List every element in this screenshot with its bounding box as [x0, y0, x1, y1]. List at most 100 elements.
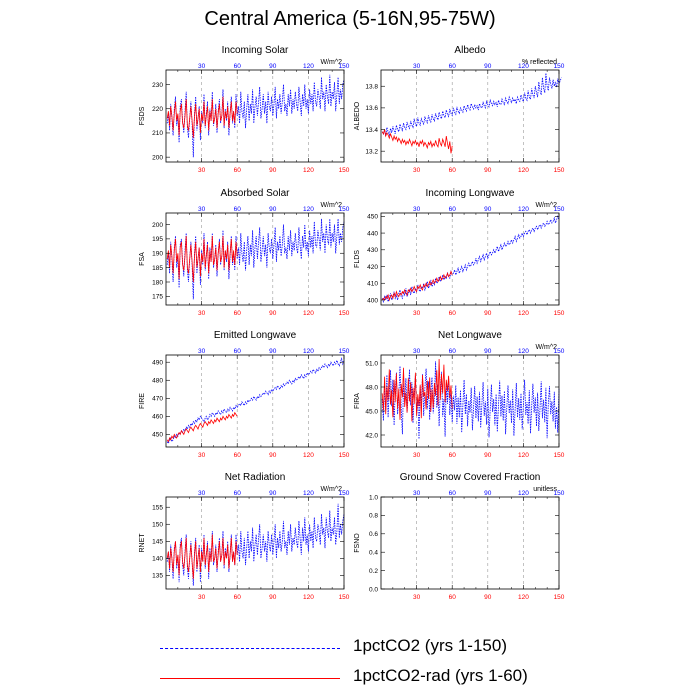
y-tick-label: 450: [152, 432, 163, 439]
x-tick-label-bottom: 90: [484, 310, 492, 317]
x-tick-label-top: 90: [269, 63, 277, 70]
x-tick-label-bottom: 120: [303, 452, 314, 459]
panel-units: W/m^2: [320, 59, 342, 66]
series-line-1pctCO2: [381, 361, 560, 440]
panel-units: W/m^2: [535, 202, 557, 209]
panel-7: Net Radiation W/m^2 30 30 60 60 90 90 120 120 150 1…: [139, 472, 350, 601]
x-tick-label-bottom: 90: [484, 167, 492, 174]
legend-label-1: 1pctCO2 (yrs 1-150): [353, 636, 507, 655]
x-tick-label-top: 90: [484, 348, 492, 355]
y-tick-label: 155: [152, 505, 163, 512]
y-tick-label: 470: [152, 396, 163, 403]
y-tick-label: 145: [152, 539, 163, 546]
y-axis-label: FIRA: [354, 393, 361, 409]
x-tick-label-top: 150: [554, 348, 565, 355]
legend: 1pctCO2 (yrs 1-150) 1pctCO2-rad (yrs 1-6…: [160, 636, 680, 696]
x-tick-label-bottom: 60: [449, 167, 457, 174]
x-tick-label-bottom: 90: [269, 167, 277, 174]
y-tick-label: 42.0: [365, 432, 378, 439]
y-tick-label: 13.6: [365, 105, 378, 112]
plot-frame: [380, 354, 560, 448]
x-tick-label-bottom: 60: [234, 167, 242, 174]
x-tick-label-top: 60: [234, 63, 242, 70]
x-tick-label-top: 90: [484, 63, 492, 70]
x-tick-label-bottom: 30: [413, 167, 421, 174]
x-tick-label-top: 120: [518, 63, 529, 70]
x-tick-label-top: 90: [269, 348, 277, 355]
x-tick-label-top: 30: [198, 348, 206, 355]
series-line-1pctCO2: [381, 215, 560, 304]
x-tick-label-bottom: 30: [198, 167, 206, 174]
panel-units: unitless: [533, 486, 557, 493]
y-tick-label: 190: [152, 251, 163, 258]
y-tick-label: 13.8: [365, 84, 378, 91]
plot-frame: [380, 69, 560, 163]
y-tick-label: 13.2: [365, 148, 378, 155]
x-tick-label-bottom: 30: [198, 452, 206, 459]
x-tick-label-top: 120: [303, 490, 314, 497]
panel-8: Ground Snow Covered Fraction unitless 30 30…: [354, 472, 565, 601]
y-tick-label: 440: [367, 230, 378, 237]
plot-frame: [165, 212, 345, 306]
plot-frame: [165, 496, 345, 590]
x-tick-label-top: 30: [198, 206, 206, 213]
x-tick-label-top: 120: [303, 348, 314, 355]
y-tick-label: 480: [152, 378, 163, 385]
y-tick-label: 0.2: [369, 568, 378, 575]
x-tick-label-top: 30: [198, 63, 206, 70]
y-tick-label: 185: [152, 265, 163, 272]
plot-frame: [165, 354, 345, 448]
y-tick-label: 220: [152, 106, 163, 113]
y-tick-label: 48.0: [365, 384, 378, 391]
y-tick-label: 0.6: [369, 531, 378, 538]
panel-units: W/m^2: [320, 202, 342, 209]
x-tick-label-top: 60: [449, 348, 457, 355]
y-axis-label: FIRE: [139, 393, 146, 409]
legend-swatch-dashed: [160, 648, 340, 649]
y-axis-label: ALBEDO: [354, 101, 361, 130]
y-tick-label: 200: [152, 154, 163, 161]
y-axis-label: FLDS: [354, 250, 361, 268]
panel-6: Net Longwave W/m^2 30 30 60 60 90 90 120 120 150 15…: [354, 330, 565, 459]
y-tick-label: 175: [152, 294, 163, 301]
series-line-1pctCO2-rad: [381, 358, 453, 422]
x-tick-label-top: 60: [234, 206, 242, 213]
x-tick-label-bottom: 30: [413, 310, 421, 317]
y-tick-label: 210: [152, 130, 163, 137]
x-tick-label-top: 60: [234, 348, 242, 355]
y-tick-label: 135: [152, 573, 163, 580]
x-tick-label-bottom: 60: [234, 594, 242, 601]
plot-frame: [380, 212, 560, 306]
x-tick-label-top: 120: [518, 206, 529, 213]
x-tick-label-top: 60: [449, 490, 457, 497]
series-line-1pctCO2: [166, 218, 345, 300]
series-line-1pctCO2: [166, 357, 345, 445]
panel-title: Albedo: [454, 45, 486, 56]
x-tick-label-top: 30: [413, 206, 421, 213]
panel-title: Incoming Longwave: [426, 188, 515, 199]
x-tick-label-top: 90: [269, 206, 277, 213]
y-tick-label: 150: [152, 522, 163, 529]
x-tick-label-top: 90: [269, 490, 277, 497]
y-tick-label: 140: [152, 556, 163, 563]
series-line-1pctCO2-rad: [166, 235, 238, 283]
x-tick-label-top: 150: [339, 348, 350, 355]
x-tick-label-bottom: 30: [413, 452, 421, 459]
y-tick-label: 45.0: [365, 408, 378, 415]
x-tick-label-bottom: 150: [554, 452, 565, 459]
series-line-1pctCO2: [381, 73, 562, 137]
y-tick-label: 0.8: [369, 513, 378, 520]
legend-entry-1: 1pctCO2 (yrs 1-150): [160, 636, 680, 658]
y-axis-label: RNET: [139, 533, 146, 553]
y-tick-label: 51.0: [365, 360, 378, 367]
panel-3: Absorbed Solar W/m^2 30 30 60 60 90 90 120 120 150…: [139, 188, 350, 317]
x-tick-label-bottom: 30: [198, 594, 206, 601]
panel-2: Albedo % reflected 30 30 60 60 90 90 120 120 150 15…: [354, 45, 565, 174]
x-tick-label-top: 120: [303, 63, 314, 70]
x-tick-label-top: 90: [484, 206, 492, 213]
y-axis-label: FSA: [139, 252, 146, 266]
y-tick-label: 13.4: [365, 127, 378, 134]
y-tick-label: 1.0: [369, 494, 378, 501]
x-tick-label-top: 150: [339, 206, 350, 213]
